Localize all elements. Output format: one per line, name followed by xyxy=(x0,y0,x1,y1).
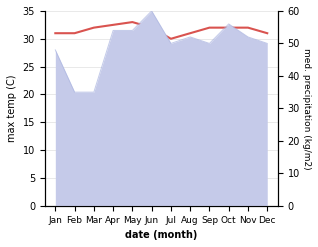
X-axis label: date (month): date (month) xyxy=(125,230,197,240)
Y-axis label: max temp (C): max temp (C) xyxy=(7,75,17,142)
Y-axis label: med. precipitation (kg/m2): med. precipitation (kg/m2) xyxy=(302,48,311,169)
